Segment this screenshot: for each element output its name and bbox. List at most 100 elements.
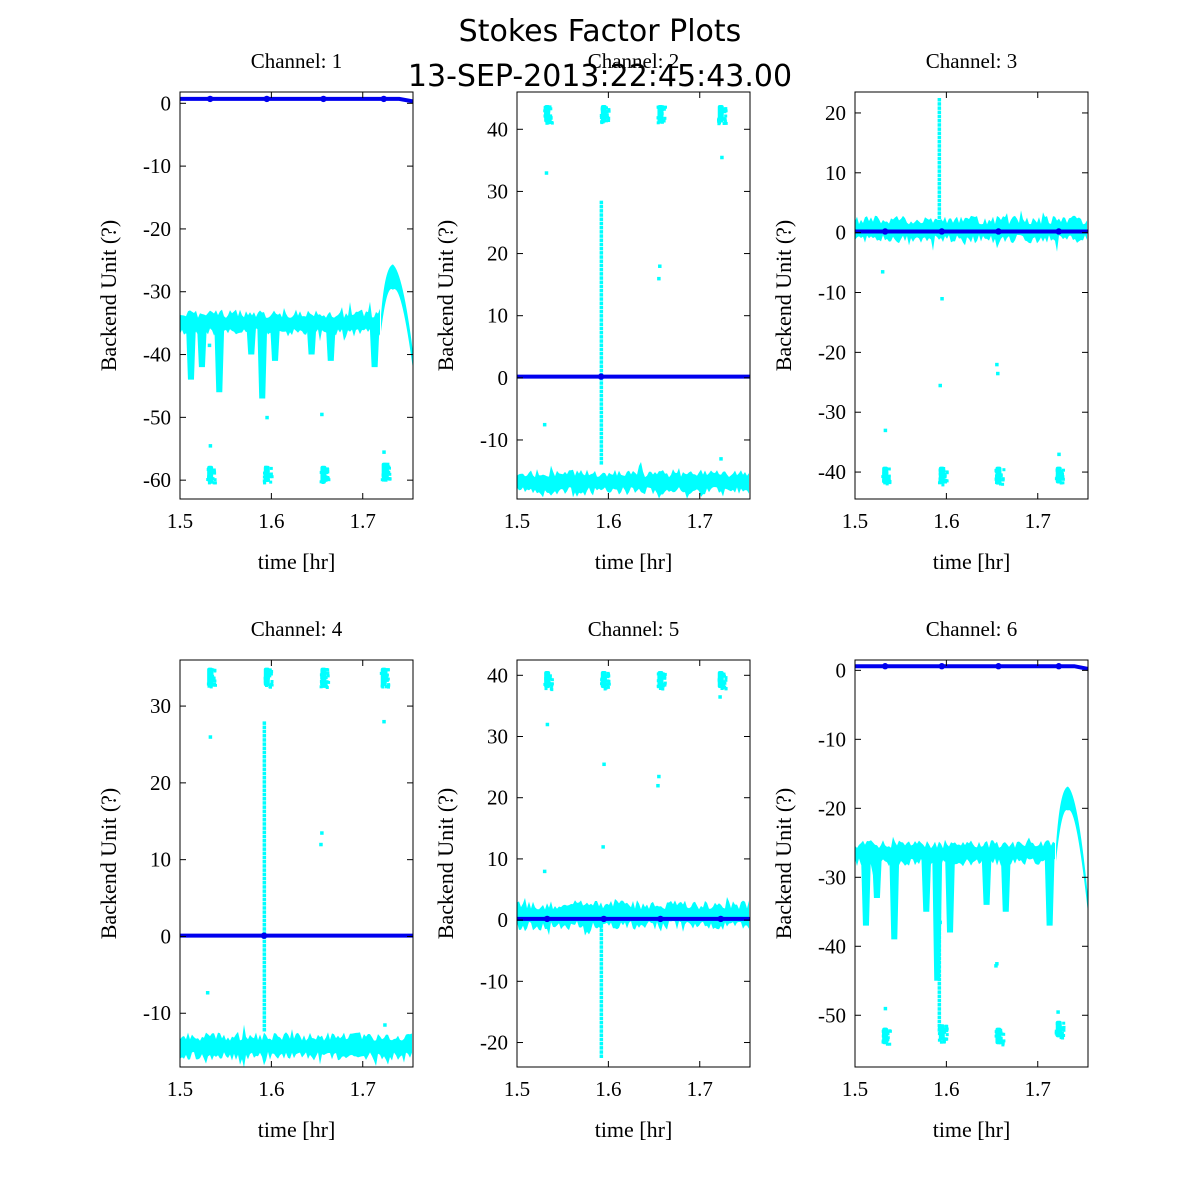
y-tick-label: 0 bbox=[161, 924, 172, 948]
y-tick-label: -40 bbox=[818, 934, 846, 958]
raw-dip bbox=[306, 323, 317, 355]
raw-cluster bbox=[262, 465, 274, 485]
smooth-series bbox=[855, 228, 1088, 235]
raw-cluster bbox=[881, 1027, 892, 1046]
smooth-marker bbox=[881, 663, 889, 670]
y-tick-label: -20 bbox=[480, 1031, 508, 1055]
x-axis-label: time [hr] bbox=[933, 1117, 1011, 1142]
raw-outlier bbox=[320, 831, 324, 835]
x-tick-label: 1.5 bbox=[504, 1077, 530, 1101]
raw-outlier bbox=[205, 991, 210, 995]
raw-outlier bbox=[994, 964, 998, 968]
smooth-marker bbox=[995, 663, 1002, 670]
raw-cluster bbox=[599, 105, 611, 125]
x-axis-label: time [hr] bbox=[258, 549, 336, 574]
raw-dip bbox=[369, 323, 380, 368]
smooth-line bbox=[855, 664, 1088, 671]
plot-area bbox=[180, 660, 413, 1067]
y-tick-label: -50 bbox=[818, 1003, 846, 1027]
raw-spike bbox=[599, 920, 604, 1058]
raw-spike bbox=[262, 721, 267, 1032]
x-tick-label: 1.5 bbox=[504, 509, 530, 533]
x-tick-label: 1.7 bbox=[687, 1077, 713, 1101]
y-tick-label: -20 bbox=[818, 340, 846, 364]
raw-outlier bbox=[545, 722, 550, 727]
subplot-channel-3: 1.5 1.6 1.7 20 10 0 -10 -20 -30 -40 Channel: 3 time… bbox=[771, 49, 1089, 574]
raw-cluster bbox=[994, 466, 1006, 486]
x-tick-label: 1.7 bbox=[1025, 1077, 1051, 1101]
subplot-title: Channel: 6 bbox=[926, 617, 1018, 641]
raw-outlier bbox=[542, 869, 547, 874]
subplot-channel-6: 1.5 1.6 1.7 0 -10 -20 -30 -40 -50 Channel: 6 time … bbox=[771, 617, 1089, 1142]
raw-cluster bbox=[717, 671, 728, 691]
y-tick-label: 0 bbox=[498, 908, 509, 932]
raw-outlier bbox=[383, 1023, 387, 1027]
y-tick-label: 10 bbox=[487, 847, 508, 871]
raw-outlier bbox=[658, 264, 662, 268]
raw-outlier bbox=[657, 276, 661, 281]
raw-cluster bbox=[206, 465, 217, 485]
y-tick-label: 40 bbox=[487, 663, 508, 687]
raw-outlier bbox=[719, 457, 723, 461]
x-tick-label: 1.5 bbox=[167, 1077, 193, 1101]
raw-outlier bbox=[880, 270, 885, 274]
raw-outlier bbox=[940, 296, 944, 301]
plot-content bbox=[855, 98, 1088, 487]
x-axis-label: time [hr] bbox=[595, 549, 673, 574]
plot-area bbox=[517, 660, 750, 1067]
y-axis-label: Backend Unit (?) bbox=[433, 220, 458, 372]
raw-dip bbox=[981, 853, 992, 905]
raw-cluster bbox=[938, 466, 949, 487]
raw-dip bbox=[1000, 853, 1011, 912]
x-tick-label: 1.5 bbox=[842, 509, 868, 533]
raw-cluster bbox=[379, 667, 391, 689]
smooth-marker bbox=[657, 915, 664, 923]
x-tick-label: 1.6 bbox=[258, 1077, 284, 1101]
smooth-marker bbox=[260, 932, 268, 939]
raw-series bbox=[180, 264, 413, 485]
raw-cluster bbox=[319, 667, 331, 689]
smooth-marker bbox=[995, 228, 1002, 235]
x-axis-label: time [hr] bbox=[258, 1117, 336, 1142]
subplot-title: Channel: 1 bbox=[251, 49, 343, 73]
raw-band bbox=[517, 462, 749, 499]
plot-content bbox=[180, 95, 413, 485]
y-tick-label: -10 bbox=[143, 1001, 171, 1025]
raw-series bbox=[180, 667, 412, 1067]
raw-outlier bbox=[320, 412, 324, 417]
raw-cluster bbox=[717, 105, 728, 126]
axes-box bbox=[854, 91, 1089, 500]
x-tick-label: 1.6 bbox=[595, 509, 621, 533]
raw-cluster bbox=[206, 667, 217, 689]
raw-band bbox=[180, 301, 380, 342]
y-tick-label: -20 bbox=[143, 217, 171, 241]
x-axis-label: time [hr] bbox=[933, 549, 1011, 574]
raw-cluster bbox=[263, 667, 274, 689]
raw-cluster bbox=[319, 465, 331, 484]
x-tick-label: 1.6 bbox=[258, 509, 284, 533]
raw-outlier bbox=[720, 155, 724, 160]
subplot-channel-2: 1.5 1.6 1.7 40 30 20 10 0 -10 Channel: 2 time [hr]… bbox=[433, 49, 751, 574]
y-tick-label: 30 bbox=[487, 179, 508, 203]
raw-outlier bbox=[265, 415, 269, 420]
y-tick-label: -60 bbox=[143, 468, 171, 492]
raw-cluster bbox=[1054, 466, 1065, 485]
y-tick-label: -50 bbox=[143, 405, 171, 429]
raw-outlier bbox=[1057, 452, 1061, 457]
y-tick-label: 0 bbox=[836, 658, 847, 682]
smooth-marker bbox=[1055, 228, 1062, 235]
raw-series bbox=[517, 671, 749, 1058]
y-tick-label: 20 bbox=[150, 771, 171, 795]
plot-area bbox=[517, 92, 750, 499]
smooth-marker bbox=[1055, 663, 1062, 670]
raw-outlier bbox=[208, 735, 213, 739]
smooth-series bbox=[855, 663, 1088, 671]
y-axis-label: Backend Unit (?) bbox=[771, 788, 796, 940]
y-tick-label: -30 bbox=[818, 400, 846, 424]
subplot-channel-1: 1.5 1.6 1.7 0 -10 -20 -30 -40 -50 -60 Channel: 1 ti… bbox=[96, 49, 414, 574]
smooth-marker bbox=[717, 915, 724, 923]
raw-outlier bbox=[718, 695, 722, 699]
y-axis-label: Backend Unit (?) bbox=[433, 788, 458, 940]
subplot-title: Channel: 3 bbox=[926, 49, 1018, 73]
raw-outlier bbox=[995, 962, 999, 966]
